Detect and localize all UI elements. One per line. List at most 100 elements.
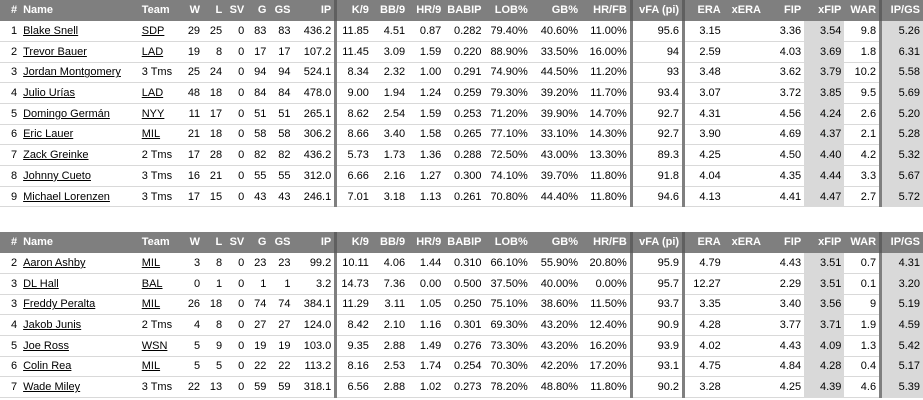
- player-link[interactable]: Michael Lorenzen: [23, 190, 110, 203]
- column-header-fip[interactable]: FIP: [763, 0, 805, 21]
- table-row: 6 Colin Rea MIL 5 5 0 22 22 113.2 8.16 2.53 1.74 0.2…: [0, 356, 923, 378]
- column-header-g[interactable]: G: [247, 0, 270, 21]
- cell-lob: 69.30%: [484, 314, 531, 336]
- cell-xfip: 3.79: [804, 62, 845, 84]
- column-header-hrfb[interactable]: HR/FB: [581, 232, 633, 253]
- player-link[interactable]: Zack Greinke: [23, 149, 89, 162]
- cell-l: 1: [203, 273, 226, 295]
- player-link[interactable]: Joe Ross: [23, 339, 69, 352]
- player-link[interactable]: Wade Miley: [23, 381, 81, 394]
- column-header-xera[interactable]: xERA: [723, 0, 764, 21]
- column-header-babip[interactable]: BABIP: [444, 0, 485, 21]
- cell-bb9: 2.88: [371, 376, 409, 398]
- column-header-l[interactable]: L: [203, 232, 226, 253]
- column-header-hr9[interactable]: HR/9: [408, 232, 445, 253]
- column-header-team[interactable]: Team: [138, 232, 181, 253]
- column-header-hrfb[interactable]: HR/FB: [581, 0, 633, 21]
- team-link[interactable]: WSN: [141, 339, 168, 352]
- player-link[interactable]: Blake Snell: [23, 24, 79, 37]
- cell-ipgs: 5.28: [880, 124, 923, 146]
- player-link[interactable]: DL Hall: [23, 277, 59, 290]
- column-header-bb9[interactable]: BB/9: [371, 0, 409, 21]
- column-header-rank[interactable]: #: [0, 0, 21, 21]
- column-header-xfip[interactable]: xFIP: [804, 232, 845, 253]
- column-header-lob[interactable]: LOB%: [484, 0, 531, 21]
- column-header-w[interactable]: W: [180, 0, 204, 21]
- column-header-fip[interactable]: FIP: [763, 232, 805, 253]
- column-header-vfa[interactable]: vFA (pi): [631, 0, 686, 21]
- column-header-ipgs[interactable]: IP/GS: [880, 232, 923, 253]
- cell-gb: 43.20%: [530, 335, 582, 357]
- player-link[interactable]: Freddy Peralta: [23, 298, 96, 311]
- team-link[interactable]: NYY: [141, 107, 165, 120]
- cell-vfa: 92.7: [631, 124, 686, 146]
- player-link[interactable]: Colin Rea: [23, 360, 72, 373]
- team-link[interactable]: MIL: [141, 256, 161, 269]
- player-link[interactable]: Jakob Junis: [23, 319, 82, 332]
- column-header-lob[interactable]: LOB%: [484, 232, 531, 253]
- column-header-name[interactable]: Name: [20, 0, 139, 21]
- cell-era: 4.31: [683, 103, 724, 125]
- cell-w: 16: [180, 165, 204, 187]
- column-header-war[interactable]: WAR: [844, 232, 883, 253]
- player-link[interactable]: Domingo Germán: [23, 107, 110, 120]
- cell-hr9: 1.16: [408, 314, 445, 336]
- column-header-vfa[interactable]: vFA (pi): [631, 232, 686, 253]
- column-header-gb[interactable]: GB%: [530, 0, 582, 21]
- team-link[interactable]: LAD: [141, 87, 164, 100]
- column-header-name[interactable]: Name: [20, 232, 139, 253]
- cell-name: Jordan Montgomery: [20, 62, 139, 84]
- column-header-xfip[interactable]: xFIP: [804, 0, 845, 21]
- column-header-sv[interactable]: SV: [225, 232, 248, 253]
- cell-lob: 66.10%: [484, 252, 531, 274]
- team-link[interactable]: SDP: [141, 24, 165, 37]
- column-header-xera[interactable]: xERA: [723, 232, 764, 253]
- cell-gb: 39.20%: [530, 82, 582, 104]
- team-link[interactable]: MIL: [141, 298, 161, 311]
- cell-gs: 17: [269, 41, 294, 63]
- cell-lob: 75.10%: [484, 294, 531, 316]
- cell-gs: 22: [269, 356, 294, 378]
- team-link[interactable]: MIL: [141, 360, 161, 373]
- table-row: 2 Aaron Ashby MIL 3 8 0 23 23 99.2 10.11 4.06 1.44 0…: [0, 252, 923, 274]
- column-header-ip[interactable]: IP: [293, 0, 338, 21]
- player-link[interactable]: Aaron Ashby: [23, 256, 86, 269]
- column-header-era[interactable]: ERA: [683, 232, 724, 253]
- column-header-team[interactable]: Team: [138, 0, 181, 21]
- cell-babip: 0.300: [444, 165, 485, 187]
- player-link[interactable]: Eric Lauer: [23, 128, 74, 141]
- column-header-ip[interactable]: IP: [293, 232, 338, 253]
- player-link[interactable]: Jordan Montgomery: [23, 66, 121, 79]
- team-link[interactable]: LAD: [141, 45, 164, 58]
- table-row: 3 Jordan Montgomery 3 Tms 25 24 0 94 94 524.1 8.3…: [0, 62, 923, 84]
- cell-xfip: 3.56: [804, 294, 845, 316]
- cell-w: 17: [180, 144, 204, 166]
- player-link[interactable]: Julio Urías: [23, 87, 76, 100]
- cell-l: 18: [203, 124, 226, 146]
- column-header-war[interactable]: WAR: [844, 0, 883, 21]
- cell-ip: 265.1: [293, 103, 338, 125]
- cell-team: MIL: [138, 356, 181, 378]
- cell-l: 15: [203, 186, 226, 208]
- player-link[interactable]: Johnny Cueto: [23, 169, 91, 182]
- column-header-w[interactable]: W: [180, 232, 204, 253]
- column-header-gb[interactable]: GB%: [530, 232, 582, 253]
- column-header-hr9[interactable]: HR/9: [408, 0, 445, 21]
- column-header-k9[interactable]: K/9: [335, 0, 372, 21]
- column-header-sv[interactable]: SV: [225, 0, 248, 21]
- column-header-rank[interactable]: #: [0, 232, 21, 253]
- cell-k9: 9.00: [335, 82, 372, 104]
- column-header-bb9[interactable]: BB/9: [371, 232, 409, 253]
- team-link[interactable]: MIL: [141, 128, 161, 141]
- column-header-gs[interactable]: GS: [269, 0, 294, 21]
- column-header-gs[interactable]: GS: [269, 232, 294, 253]
- player-link[interactable]: Trevor Bauer: [23, 45, 87, 58]
- column-header-babip[interactable]: BABIP: [444, 232, 485, 253]
- column-header-era[interactable]: ERA: [683, 0, 724, 21]
- column-header-k9[interactable]: K/9: [335, 232, 372, 253]
- team-link[interactable]: BAL: [141, 277, 163, 290]
- column-header-l[interactable]: L: [203, 0, 226, 21]
- table-row: 9 Michael Lorenzen 3 Tms 17 15 0 43 43 246.1 7.01…: [0, 186, 923, 208]
- column-header-ipgs[interactable]: IP/GS: [880, 0, 923, 21]
- column-header-g[interactable]: G: [247, 232, 270, 253]
